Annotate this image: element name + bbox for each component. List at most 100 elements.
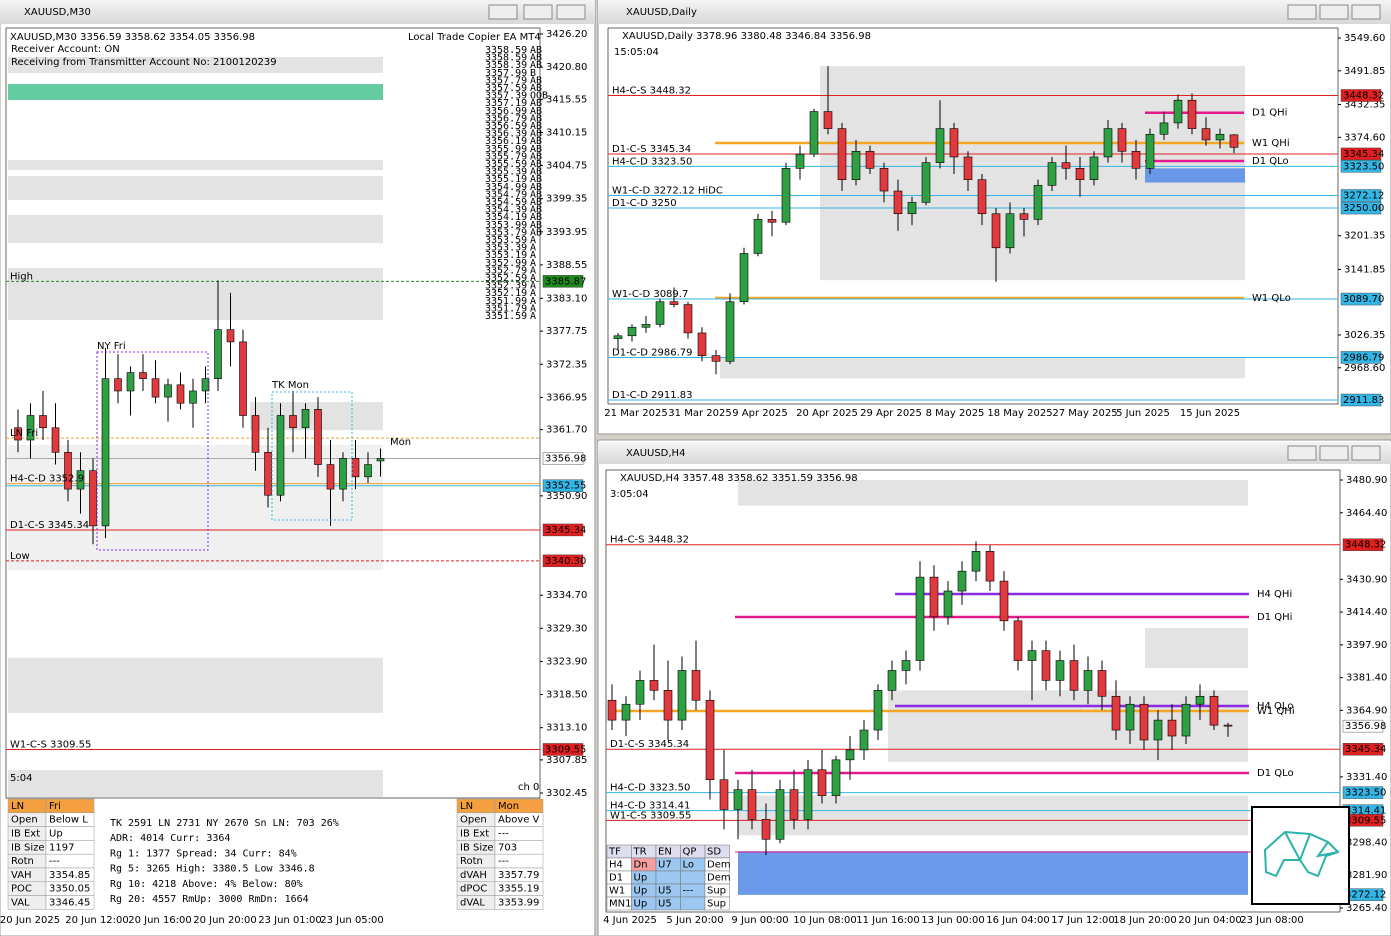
order-price: 3353.99	[485, 220, 527, 231]
table-text: Open	[11, 815, 38, 826]
stats-line: Rg 5: 3265 High: 3380.5 Low 3346.8	[110, 864, 315, 875]
order-code: A	[530, 281, 536, 292]
order-code: AB	[530, 159, 542, 170]
candle-body	[809, 111, 819, 155]
table-text: 1197	[49, 842, 74, 853]
chart-header: XAUUSD,M30 3356.59 3358.62 3354.05 3356.…	[10, 32, 255, 43]
candle-body	[1167, 719, 1177, 737]
order-code: A	[530, 311, 536, 322]
order-code: AB	[530, 212, 542, 223]
zone	[8, 160, 383, 170]
order-price: 3351.59	[485, 311, 527, 322]
window-title[interactable]: XAUUSD,M30	[24, 7, 91, 18]
level-label: W1-C-D 3272.12 HiDC	[612, 185, 723, 196]
candle-body	[879, 168, 889, 192]
price-tag	[1342, 538, 1384, 551]
y-tick-label: 3334.70	[546, 590, 587, 601]
price-tag	[1340, 147, 1382, 161]
level-label: D1-C-S 3345.34	[10, 520, 89, 531]
order-code: AB	[530, 121, 542, 132]
table-text: Open	[460, 815, 487, 826]
candle-body	[276, 415, 285, 496]
table-text: QP	[683, 847, 697, 858]
table-text: Fri	[49, 801, 61, 812]
price-tag-label: 3345.34	[545, 525, 586, 536]
x-tick-label: 16 Jun 04:00	[986, 915, 1050, 926]
candle-body	[887, 670, 897, 691]
timer: 3:05:04	[610, 489, 649, 500]
x-tick-label: 4 Jun 2025	[603, 915, 657, 926]
order-price: 3357.19	[485, 98, 527, 109]
zone	[8, 57, 383, 74]
x-tick-label: 8 May 2025	[926, 408, 985, 419]
candle-body	[351, 458, 360, 478]
order-price: 3356.79	[485, 113, 527, 124]
table-text: 3350.05	[49, 884, 90, 895]
order-code: AB	[530, 113, 542, 124]
y-tick-label: 3397.90	[1346, 640, 1387, 651]
level-label: D1 QLo	[1257, 768, 1294, 779]
stats-line: Rg 20: 4557 RmUp: 3000 RmDn: 1664	[110, 894, 309, 905]
candle-body	[126, 372, 135, 392]
x-tick-label: 13 Jun 00:00	[921, 915, 985, 926]
level-label: D1-C-S 3345.34	[610, 739, 689, 750]
candle-body	[613, 335, 623, 339]
level-label: W1 QHi	[1257, 706, 1295, 717]
stats-line: ADR: 4014 Curr: 3364	[110, 833, 230, 844]
table-text: Up	[634, 873, 648, 884]
y-tick-label: 3026.35	[1344, 330, 1385, 341]
table-text: IB Size	[460, 842, 494, 853]
y-tick-label: 2968.60	[1344, 363, 1385, 374]
level-label: D1 QHi	[1252, 108, 1287, 119]
candle-body	[114, 378, 122, 392]
price-tag	[1342, 743, 1384, 756]
x-tick-label: 9 Jun 00:00	[731, 915, 788, 926]
level-label: W1-C-S 3309.55	[10, 739, 91, 750]
candle-body	[859, 729, 869, 751]
table-cell	[655, 870, 681, 885]
candle-body	[733, 789, 743, 810]
plot-area	[6, 57, 540, 797]
level-label: W1 QLo	[1252, 293, 1291, 304]
table-text: IB Size	[11, 842, 45, 853]
order-code: AB	[530, 83, 542, 94]
order-price: 3357.99	[485, 68, 527, 79]
candle-body	[76, 470, 85, 490]
plot-area	[606, 480, 1340, 895]
window-title[interactable]: XAUUSD,H4	[626, 448, 685, 459]
candle-body	[1223, 724, 1233, 727]
candle-body	[977, 179, 987, 215]
table-text: dVAL	[460, 898, 485, 909]
candle-body	[985, 551, 995, 582]
y-tick-label: 3329.30	[546, 623, 587, 634]
order-code: AB	[530, 220, 542, 231]
table-text: Lo	[683, 860, 695, 871]
order-price: 3354.39	[485, 205, 527, 216]
order-code: AB	[530, 136, 542, 147]
window-title[interactable]: XAUUSD,Daily	[626, 7, 697, 18]
order-price: 3352.99	[485, 258, 527, 269]
table-text: IB Ext	[460, 829, 489, 840]
table-text: U7	[658, 860, 672, 871]
price-tag-label: 3250.00	[1343, 203, 1384, 214]
order-price: 3358.59	[485, 45, 527, 56]
candle-body	[705, 699, 715, 780]
x-tick-label: 17 Jun 12:00	[1051, 915, 1115, 926]
y-tick-label: 3549.60	[1344, 33, 1385, 44]
price-tag-label: 3448.32	[1343, 90, 1384, 101]
stats-line: Rg 1: 1377 Spread: 34 Curr: 84%	[110, 848, 297, 859]
table-text: VAH	[11, 870, 32, 881]
order-code: AB	[530, 45, 542, 56]
candle-body	[837, 128, 847, 180]
order-price: 3358.39	[485, 60, 527, 71]
candle-body	[1033, 185, 1043, 220]
candle-body	[943, 590, 953, 618]
table-text: 703	[498, 842, 517, 853]
y-tick-label: 3141.85	[1344, 264, 1385, 275]
order-price: 3356.59	[485, 121, 527, 132]
candle-body	[339, 458, 347, 490]
x-tick-label: 23 Jun 08:00	[1240, 915, 1304, 926]
price-tag-label: 3309.55	[545, 744, 586, 755]
candle-body	[164, 384, 172, 398]
price-tag-label: 3323.50	[1343, 161, 1384, 172]
